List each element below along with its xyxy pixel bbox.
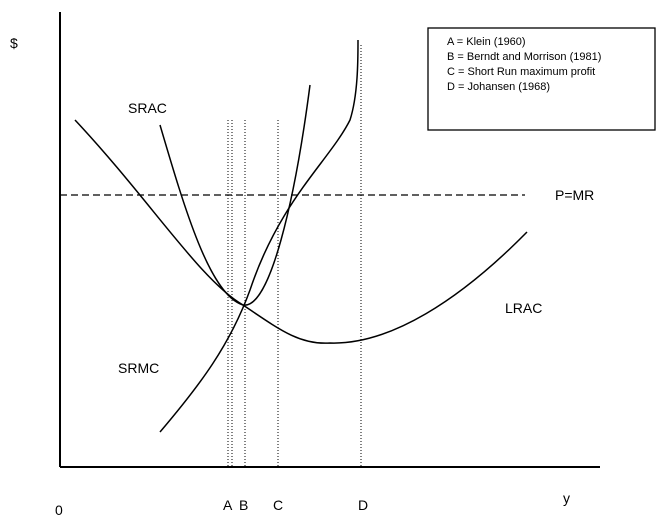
marker-label: C <box>273 497 283 513</box>
origin-label: 0 <box>55 502 63 518</box>
legend-entry: A = Klein (1960) <box>447 36 526 48</box>
legend-entry: D = Johansen (1968) <box>447 81 550 93</box>
lrac-curve <box>74 119 528 344</box>
x-axis-label: y <box>563 490 570 506</box>
legend-entry: B = Berndt and Morrison (1981) <box>447 51 601 63</box>
srac-curve <box>159 84 311 306</box>
curve-label: SRMC <box>118 360 159 376</box>
curve-label: SRAC <box>128 100 167 116</box>
marker-lines <box>227 45 362 467</box>
marker-label: D <box>358 497 368 513</box>
legend-box <box>427 27 656 131</box>
srmc-curve <box>159 39 359 433</box>
curve-label: P=MR <box>555 187 594 203</box>
legend-entry: C = Short Run maximum profit <box>447 66 595 78</box>
y-axis-label: $ <box>10 35 18 51</box>
marker-label: A <box>223 497 233 513</box>
marker-label: B <box>239 497 248 513</box>
curve-label: LRAC <box>505 300 542 316</box>
